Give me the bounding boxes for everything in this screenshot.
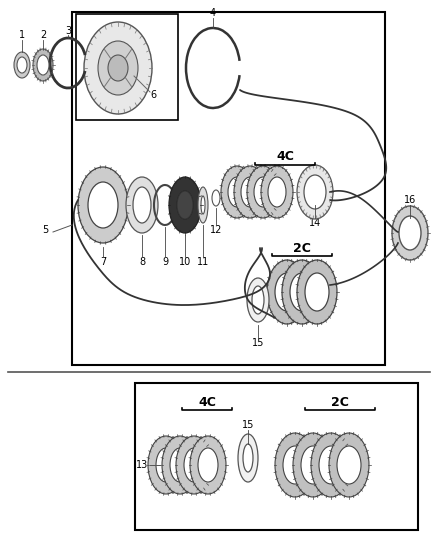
Ellipse shape: [221, 166, 253, 218]
Ellipse shape: [201, 196, 205, 214]
Ellipse shape: [261, 166, 293, 218]
Ellipse shape: [133, 187, 151, 223]
Ellipse shape: [37, 55, 49, 75]
Ellipse shape: [148, 436, 184, 494]
Ellipse shape: [234, 166, 266, 218]
Ellipse shape: [283, 446, 307, 484]
Ellipse shape: [243, 444, 253, 472]
Ellipse shape: [247, 278, 269, 322]
Ellipse shape: [198, 448, 218, 482]
Ellipse shape: [162, 436, 198, 494]
Text: 15: 15: [252, 338, 264, 348]
Ellipse shape: [84, 22, 152, 114]
Text: 16: 16: [404, 195, 416, 205]
Ellipse shape: [392, 206, 428, 260]
Text: 8: 8: [139, 257, 145, 267]
Ellipse shape: [98, 41, 138, 95]
Text: 14: 14: [309, 218, 321, 228]
Text: 4C: 4C: [198, 395, 216, 408]
Ellipse shape: [290, 273, 314, 311]
Ellipse shape: [33, 49, 53, 81]
Text: 2C: 2C: [331, 395, 349, 408]
Ellipse shape: [238, 434, 258, 482]
Bar: [72, 12, 385, 365]
Text: 1: 1: [19, 30, 25, 40]
Ellipse shape: [311, 433, 351, 497]
Ellipse shape: [17, 57, 27, 73]
Text: 12: 12: [210, 225, 222, 235]
Bar: [76, 14, 178, 120]
Ellipse shape: [247, 166, 279, 218]
Ellipse shape: [170, 448, 190, 482]
Ellipse shape: [399, 216, 421, 250]
Ellipse shape: [329, 433, 369, 497]
Ellipse shape: [319, 446, 343, 484]
Ellipse shape: [212, 190, 220, 206]
Text: 4C: 4C: [276, 150, 294, 164]
Ellipse shape: [337, 446, 361, 484]
Text: 4: 4: [210, 8, 216, 18]
Text: 10: 10: [179, 257, 191, 267]
Ellipse shape: [14, 52, 30, 78]
Ellipse shape: [297, 165, 333, 219]
Ellipse shape: [177, 191, 193, 219]
Ellipse shape: [184, 448, 204, 482]
Text: 9: 9: [162, 257, 168, 267]
Ellipse shape: [305, 273, 329, 311]
Ellipse shape: [275, 273, 299, 311]
Text: 2C: 2C: [293, 241, 311, 254]
Ellipse shape: [275, 433, 315, 497]
Ellipse shape: [297, 260, 337, 324]
Ellipse shape: [108, 55, 128, 81]
Ellipse shape: [78, 167, 128, 243]
Text: 2: 2: [40, 30, 46, 40]
Text: 11: 11: [197, 257, 209, 267]
Ellipse shape: [88, 182, 118, 228]
Ellipse shape: [293, 433, 333, 497]
Ellipse shape: [304, 175, 326, 209]
Ellipse shape: [252, 286, 264, 314]
Ellipse shape: [176, 436, 212, 494]
Text: 5: 5: [42, 225, 48, 235]
Ellipse shape: [301, 446, 325, 484]
Ellipse shape: [241, 177, 259, 207]
Ellipse shape: [177, 191, 193, 219]
Ellipse shape: [254, 177, 272, 207]
Ellipse shape: [198, 187, 208, 223]
Ellipse shape: [228, 177, 246, 207]
Ellipse shape: [169, 177, 201, 233]
Text: 3: 3: [65, 26, 71, 36]
Text: 6: 6: [150, 90, 156, 100]
Ellipse shape: [282, 260, 322, 324]
Text: 15: 15: [242, 420, 254, 430]
Ellipse shape: [156, 448, 176, 482]
Ellipse shape: [126, 177, 158, 233]
Text: 7: 7: [100, 257, 106, 267]
Ellipse shape: [268, 177, 286, 207]
Ellipse shape: [267, 260, 307, 324]
Bar: [135, 383, 418, 530]
Text: 13: 13: [136, 460, 148, 470]
Ellipse shape: [190, 436, 226, 494]
